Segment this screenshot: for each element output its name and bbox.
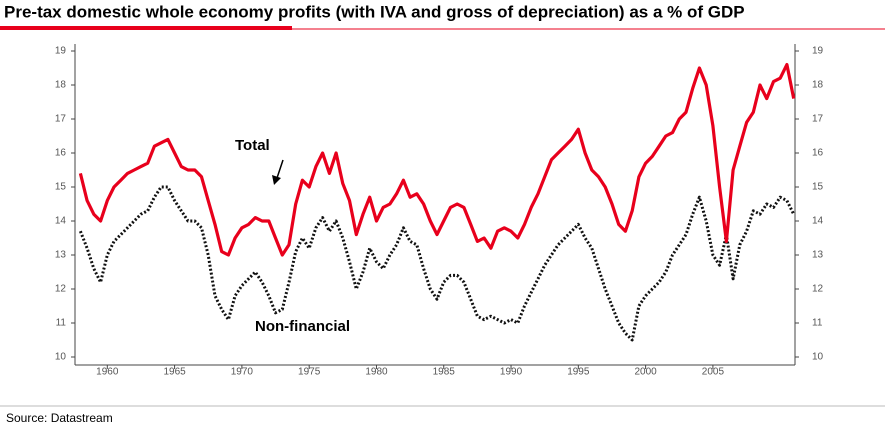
annotation: Non-financial	[255, 318, 350, 335]
y-tick-label: 16	[55, 148, 67, 159]
y-tick-label: 19	[55, 46, 67, 57]
y2-tick-label: 17	[812, 114, 824, 125]
y-tick-label: 12	[55, 284, 67, 295]
y-tick-label: 10	[55, 352, 67, 363]
y2-tick-label: 11	[812, 318, 823, 329]
source: Source: Datastream	[6, 411, 113, 425]
y2-tick-label: 12	[812, 284, 824, 295]
x-tick-label: 1975	[298, 367, 321, 378]
x-tick-label: 1995	[567, 367, 590, 378]
y-tick-label: 13	[55, 250, 67, 261]
y2-tick-label: 10	[812, 352, 824, 363]
y2-tick-label: 16	[812, 148, 824, 159]
y-tick-label: 14	[55, 216, 67, 227]
x-tick-label: 1970	[231, 367, 254, 378]
x-tick-label: 1965	[163, 367, 186, 378]
y2-tick-label: 19	[812, 46, 824, 57]
title-underline	[0, 26, 292, 30]
y2-tick-label: 13	[812, 250, 824, 261]
y-tick-label: 17	[55, 114, 67, 125]
x-tick-label: 1960	[96, 367, 119, 378]
series-line	[78, 62, 796, 257]
x-tick-label: 2000	[634, 367, 657, 378]
y2-tick-label: 18	[812, 80, 824, 91]
y-tick-label: 11	[56, 318, 67, 329]
annotation: Total	[235, 137, 270, 154]
chart-title: Pre-tax domestic whole economy profits (…	[4, 2, 745, 21]
series-line	[79, 185, 796, 342]
y-tick-label: 18	[55, 80, 67, 91]
x-tick-label: 2005	[702, 367, 725, 378]
x-tick-label: 1990	[500, 367, 523, 378]
y2-tick-label: 14	[812, 216, 824, 227]
annotation-arrow	[276, 159, 284, 179]
x-tick-label: 1980	[365, 367, 388, 378]
y-tick-label: 15	[55, 182, 67, 193]
arrow-head	[272, 175, 281, 185]
y2-tick-label: 15	[812, 182, 824, 193]
x-tick-label: 1985	[433, 367, 456, 378]
